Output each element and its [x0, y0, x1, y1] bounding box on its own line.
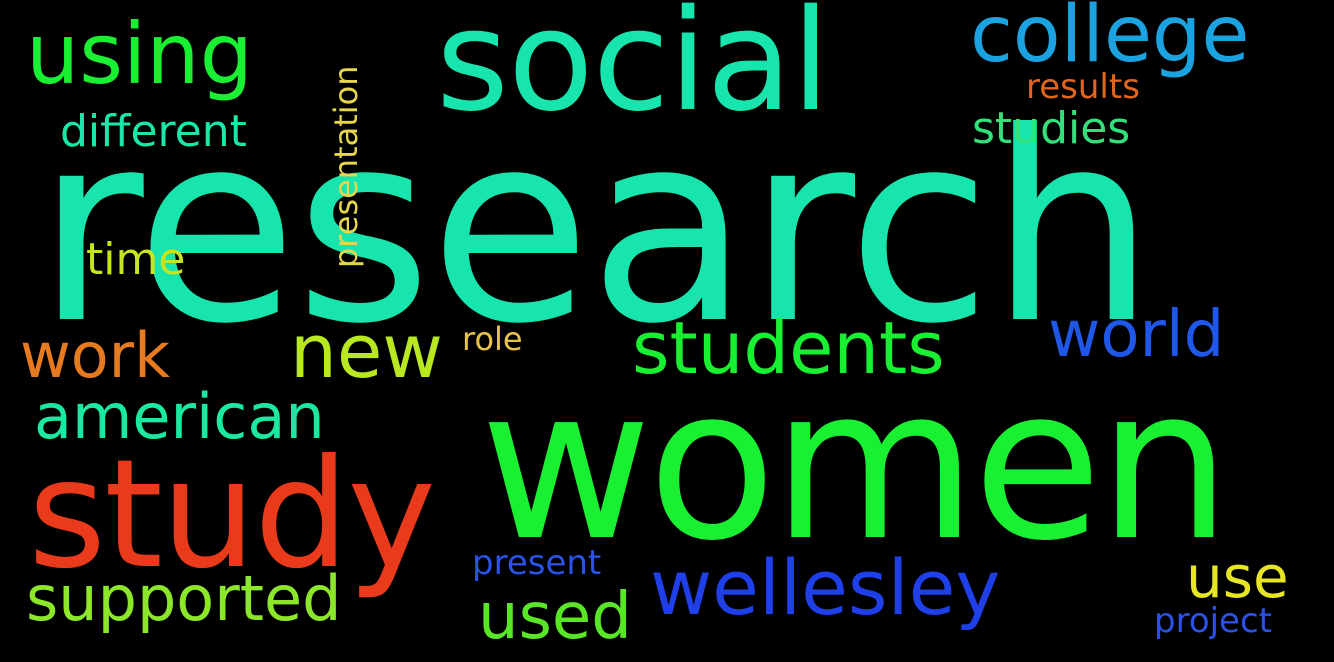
word-studies: studies [972, 103, 1131, 154]
word-results: results [1026, 67, 1140, 107]
word-study: study [28, 428, 436, 602]
word-present: present [472, 543, 602, 583]
word-american: american [34, 380, 325, 453]
word-wellesley: wellesley [650, 543, 1001, 632]
word-new: new [290, 309, 443, 395]
word-time: time [86, 234, 186, 285]
word-college: college [970, 0, 1250, 80]
word-supported: supported [26, 562, 342, 635]
word-different: different [60, 106, 247, 157]
word-students: students [632, 306, 945, 390]
word-used: used [478, 580, 632, 654]
word-work: work [20, 319, 171, 392]
word-project: project [1154, 601, 1273, 641]
word-women: women [480, 342, 1231, 587]
word-use: use [1186, 543, 1289, 611]
word-social: social [436, 0, 830, 143]
word-research: research [36, 76, 1155, 381]
word-world: world [1048, 298, 1225, 372]
word-using: using [26, 5, 253, 103]
word-presentation: presentation [327, 65, 365, 268]
word-role: role [462, 320, 523, 358]
